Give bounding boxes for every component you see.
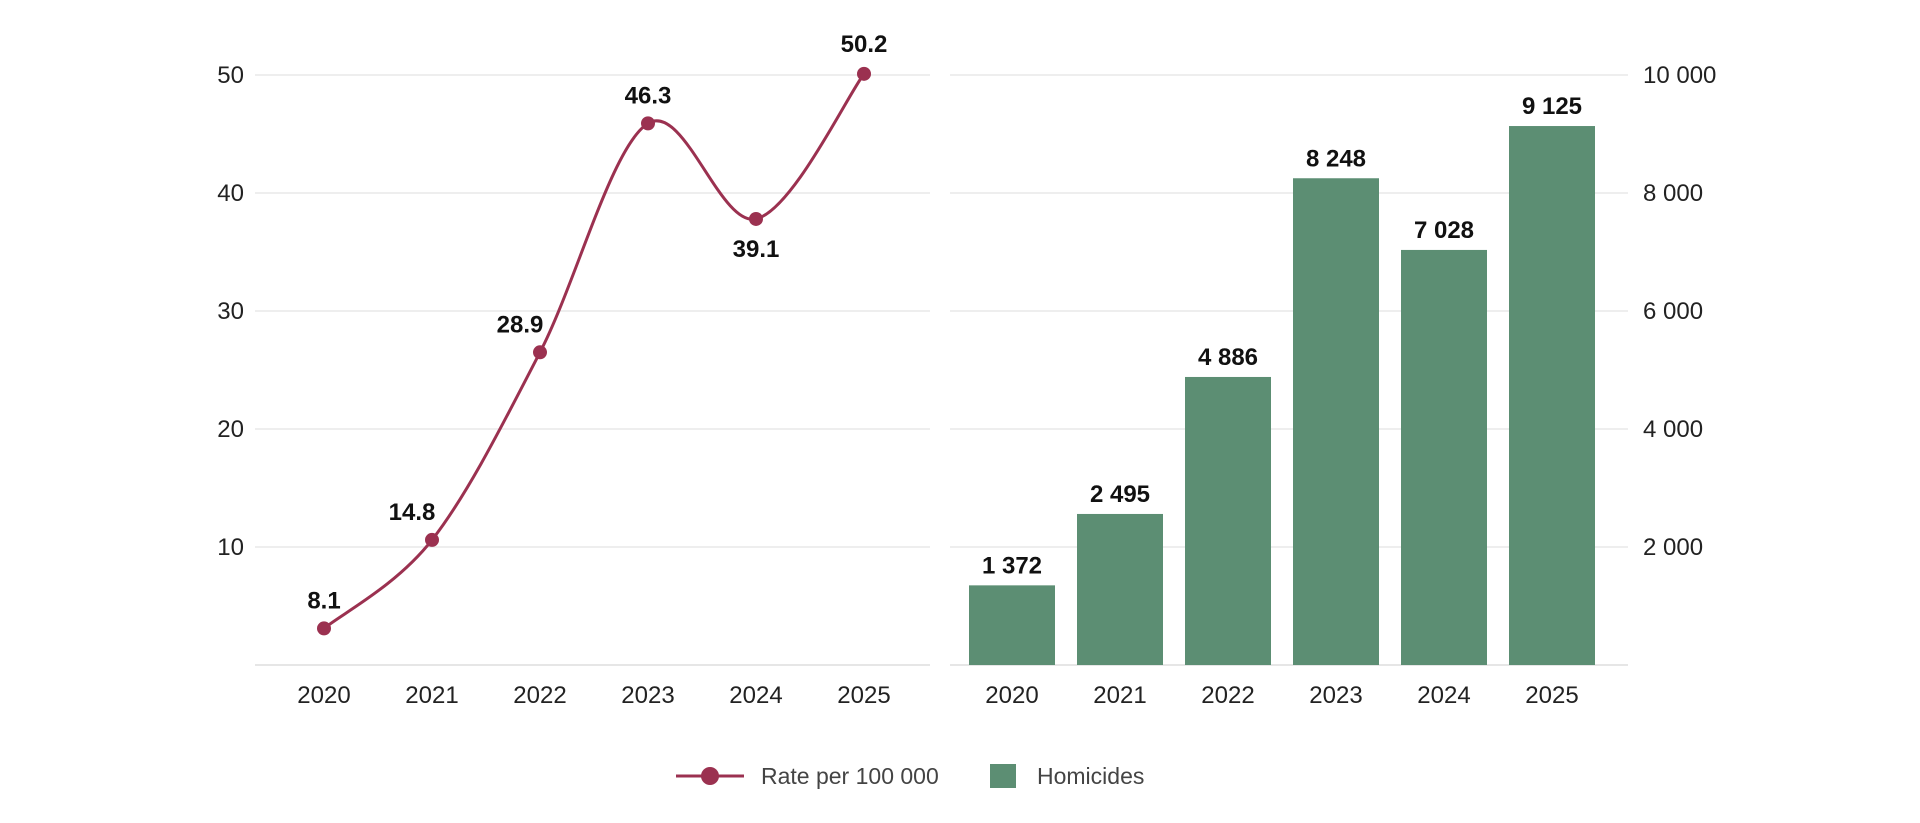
homicides-x-tick-label: 2022: [1201, 682, 1254, 709]
homicides-y-tick-label: 2 000: [1643, 534, 1703, 561]
rate-y-tick-label: 30: [217, 298, 244, 325]
homicides-y-tick-label: 4 000: [1643, 416, 1703, 443]
homicides-data-label: 9 125: [1522, 93, 1582, 120]
legend-label-homicides: Homicides: [1037, 763, 1144, 789]
homicides-y-tick-label: 6 000: [1643, 298, 1703, 325]
rate-point: [317, 621, 331, 636]
rate-x-tick-label: 2024: [729, 682, 782, 709]
rate-point: [425, 532, 439, 547]
rate-series-line: [323, 72, 866, 630]
rate-data-label: 8.1: [307, 587, 340, 614]
rate-x-tick-label: 2023: [621, 682, 674, 709]
homicides-data-label: 1 372: [982, 552, 1042, 579]
rate-x-tick-label: 2025: [837, 682, 890, 709]
homicides-y-tick-label: 10 000: [1643, 62, 1716, 89]
homicides-data-label: 8 248: [1306, 145, 1366, 172]
homicides-data-label: 2 495: [1090, 481, 1150, 508]
homicides-x-tick-label: 2023: [1309, 682, 1362, 709]
homicides-data-label: 7 028: [1414, 217, 1474, 244]
rate-y-tick-label: 40: [217, 180, 244, 207]
legend-label-rate: Rate per 100 000: [761, 763, 939, 789]
rate-line-chart: 10 20 30 40 50 8.1 14.8 28.9 46.3 39.1 50.2 2020 202…: [217, 31, 930, 709]
rate-data-label: 50.2: [841, 31, 888, 58]
homicides-bar: [1509, 126, 1595, 665]
homicides-bar: [969, 585, 1055, 665]
homicides-x-tick-label: 2024: [1417, 682, 1470, 709]
homicides-data-label: 4 886: [1198, 344, 1258, 371]
homicides-bar: [1077, 513, 1163, 665]
rate-y-tick-label: 50: [217, 62, 244, 89]
homicides-bar-chart: 2 000 4 000 6 000 8 000 10 000 1 372 2 495 4 88…: [950, 62, 1716, 709]
legend-square-marker: [990, 764, 1016, 788]
homicides-bar: [1293, 178, 1379, 665]
rate-data-label: 39.1: [733, 236, 780, 263]
rate-data-label: 14.8: [389, 499, 436, 526]
homicides-x-tick-label: 2021: [1093, 682, 1146, 709]
rate-y-tick-label: 10: [217, 534, 244, 561]
rate-point: [749, 211, 763, 226]
rate-point: [857, 66, 871, 81]
rate-y-tick-label: 20: [217, 416, 244, 443]
homicides-bar: [1185, 376, 1271, 665]
rate-point: [641, 116, 655, 131]
rate-x-tick-label: 2021: [405, 682, 458, 709]
homicides-x-tick-label: 2025: [1525, 682, 1578, 709]
rate-x-tick-label: 2022: [513, 682, 566, 709]
rate-data-label: 46.3: [625, 82, 672, 109]
rate-data-label: 28.9: [497, 311, 544, 338]
rate-point: [533, 345, 547, 360]
legend: Rate per 100 000 Homicides: [676, 763, 1144, 789]
rate-x-tick-label: 2020: [297, 682, 350, 709]
homicides-bar: [1401, 249, 1487, 665]
homicides-y-tick-label: 8 000: [1643, 180, 1703, 207]
homicides-x-tick-label: 2020: [985, 682, 1038, 709]
legend-dot-marker: [701, 767, 719, 785]
